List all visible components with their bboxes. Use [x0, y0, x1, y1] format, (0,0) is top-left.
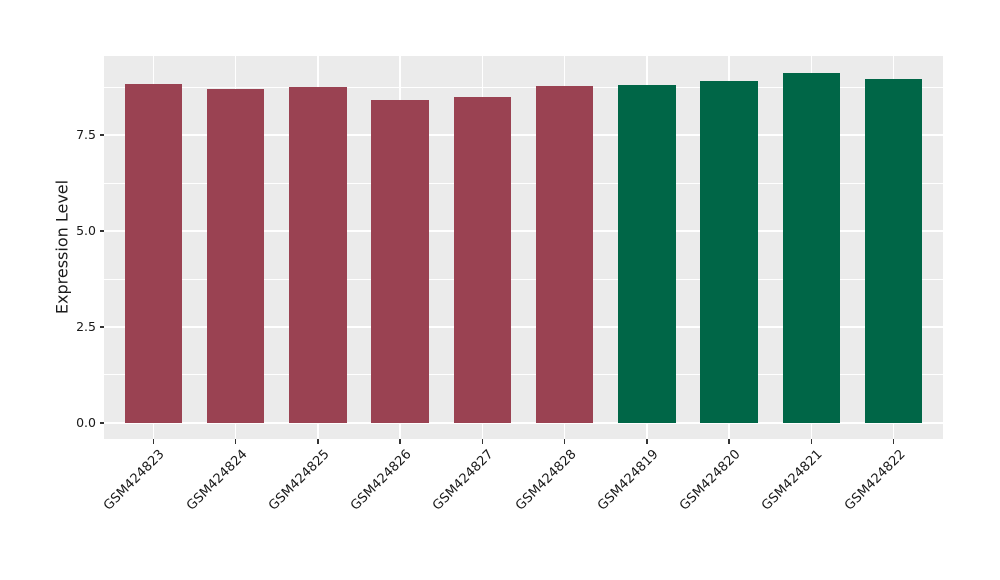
y-tick-mark: [99, 230, 104, 232]
bar: [618, 85, 676, 423]
bar: [700, 80, 758, 423]
gridline-minor-horizontal: [104, 374, 943, 376]
gridline-minor-horizontal: [104, 278, 943, 280]
y-tick-label: 2.5: [76, 318, 96, 334]
x-tick-mark: [810, 439, 813, 444]
y-tick-label: 7.5: [76, 127, 96, 143]
y-tick-mark: [99, 326, 104, 328]
gridline-major-horizontal: [104, 230, 943, 232]
x-tick-mark: [646, 439, 648, 444]
gridline-major-horizontal: [104, 134, 943, 136]
bar: [535, 85, 594, 423]
bar: [124, 84, 183, 423]
x-tick-label: GSM424822: [841, 447, 909, 514]
y-axis-label: Expression Level: [52, 179, 72, 315]
y-tick-mark: [99, 134, 104, 136]
y-tick-label: 5.0: [76, 222, 96, 238]
y-tick-mark: [99, 422, 104, 424]
x-tick-mark: [234, 439, 237, 444]
bar: [864, 79, 923, 423]
gridline-major-horizontal: [104, 422, 943, 424]
gridline-minor-horizontal: [104, 86, 943, 88]
bar: [371, 100, 429, 423]
gridline-major-horizontal: [104, 326, 943, 328]
x-tick-mark: [399, 439, 401, 444]
x-tick-mark: [152, 439, 155, 444]
x-tick-mark: [728, 439, 730, 444]
bar: [289, 87, 347, 423]
bar: [206, 89, 265, 423]
bar: [782, 73, 841, 423]
y-tick-label: 0.0: [76, 414, 96, 430]
plot-panel: [104, 56, 943, 439]
x-tick-mark: [563, 439, 566, 444]
x-tick-mark: [892, 439, 895, 444]
bar: [453, 97, 512, 423]
x-tick-mark: [317, 439, 319, 444]
gridline-minor-horizontal: [104, 182, 943, 184]
x-tick-mark: [481, 439, 484, 444]
